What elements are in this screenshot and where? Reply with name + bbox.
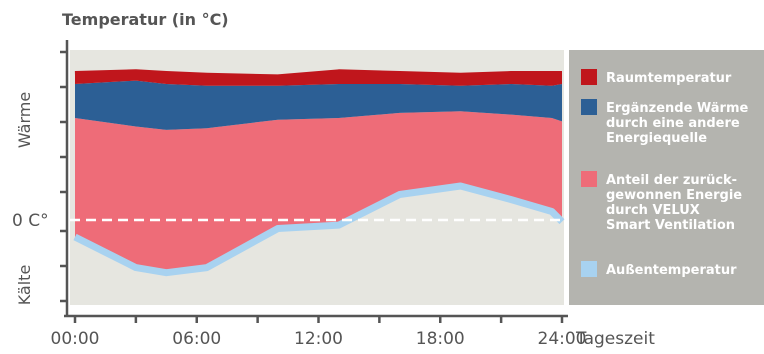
legend-swatch bbox=[581, 99, 597, 115]
x-tick-label: 18:00 bbox=[416, 329, 465, 349]
zero-label: 0 C° bbox=[12, 211, 49, 231]
area-supplementary-heat bbox=[75, 80, 562, 130]
legend-background bbox=[569, 50, 764, 305]
legend-swatch bbox=[581, 261, 597, 277]
legend-label: Smart Ventilation bbox=[606, 218, 735, 233]
legend-label: durch eine andere bbox=[606, 116, 740, 131]
legend-label: gewonnen Energie bbox=[606, 188, 742, 203]
x-tick-marks bbox=[73, 316, 564, 323]
legend-label: Energiequelle bbox=[606, 131, 707, 146]
chart-title: Temperatur (in °C) bbox=[62, 10, 229, 29]
x-tick-label: 06:00 bbox=[172, 329, 221, 349]
legend-label: Raumtemperatur bbox=[606, 71, 732, 86]
line-room-temperature bbox=[74, 69, 562, 84]
legend-label: Ergänzende Wärme bbox=[606, 101, 749, 116]
legend-swatch bbox=[581, 69, 597, 85]
y-tick-marks bbox=[60, 50, 67, 303]
y-axis-label-cold: Kälte bbox=[15, 265, 34, 306]
legend-label: Außentemperatur bbox=[606, 263, 737, 278]
legend-label: durch VELUX bbox=[606, 203, 700, 218]
x-axis-label: Tageszeit bbox=[575, 329, 655, 349]
legend-swatch bbox=[581, 171, 597, 187]
legend-label: Anteil der zurück- bbox=[606, 173, 737, 188]
x-tick-labels: 00:00 06:00 12:00 18:00 24:00 bbox=[51, 329, 587, 349]
x-tick-label: 00:00 bbox=[51, 329, 100, 349]
area-series-group bbox=[73, 69, 565, 277]
x-tick-label: 24:00 bbox=[538, 329, 587, 349]
x-tick-label: 12:00 bbox=[294, 329, 343, 349]
y-axis-label-warm: Wärme bbox=[15, 92, 34, 148]
area-recovered-energy bbox=[75, 111, 562, 273]
line-outdoor-temperature bbox=[73, 182, 565, 277]
